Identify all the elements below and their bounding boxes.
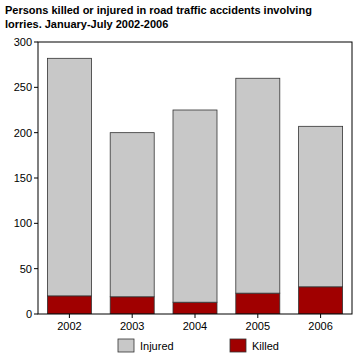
bar-segment	[299, 287, 343, 314]
x-tick-label: 2004	[183, 320, 207, 332]
y-tick	[34, 268, 38, 269]
x-tick	[132, 314, 133, 318]
y-tick	[34, 42, 38, 43]
bar-segment	[110, 133, 154, 297]
legend-swatch	[118, 339, 134, 352]
y-tick-label: 250	[14, 81, 32, 93]
bar-segment	[47, 58, 91, 296]
y-tick-label: 150	[14, 172, 32, 184]
x-tick-label: 2002	[57, 320, 81, 332]
y-tick-label: 50	[20, 263, 32, 275]
y-tick-label: 100	[14, 217, 32, 229]
bar-segment	[299, 126, 343, 286]
plot-frame	[38, 42, 352, 314]
x-tick	[320, 314, 321, 318]
legend-swatch	[230, 339, 246, 352]
bar-segment	[173, 302, 217, 314]
y-tick-label: 200	[14, 127, 32, 139]
bar-segment	[110, 297, 154, 314]
y-tick-label: 300	[14, 36, 32, 48]
x-tick	[195, 314, 196, 318]
bar-segment	[236, 293, 280, 314]
legend-label: Injured	[140, 340, 174, 352]
bar-segment	[47, 296, 91, 314]
bar-segment	[173, 110, 217, 302]
y-tick	[34, 223, 38, 224]
title: Persons killed or injured in road traffi…	[5, 3, 325, 31]
bars	[47, 58, 342, 314]
x-tick-label: 2003	[120, 320, 144, 332]
x-tick	[69, 314, 70, 318]
y-tick	[34, 87, 38, 88]
y-tick	[34, 314, 38, 315]
y-tick	[34, 132, 38, 133]
legend-label: Killed	[252, 340, 279, 352]
bar-segment	[236, 78, 280, 293]
x-tick-label: 2005	[246, 320, 270, 332]
x-tick-label: 2006	[308, 320, 332, 332]
x-tick	[257, 314, 258, 318]
y-tick-label: 0	[26, 308, 32, 320]
y-tick	[34, 178, 38, 179]
chart: 0 50 100 150 200 250 300 2002 2003 2004 2005 2006 In…	[0, 0, 363, 359]
